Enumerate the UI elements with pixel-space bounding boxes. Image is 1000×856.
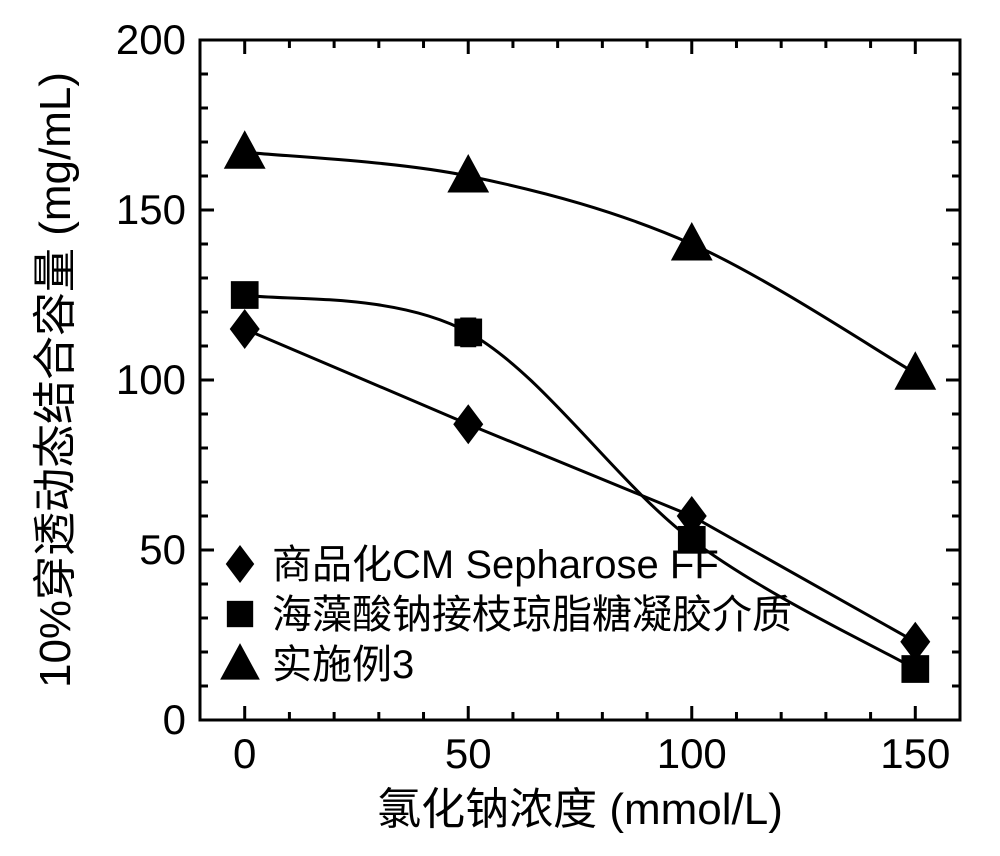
y-tick-label: 50 — [139, 526, 186, 573]
x-tick-label: 50 — [445, 730, 492, 777]
legend: 商品化CM Sepharose FF 海藻酸钠接枝琼脂糖凝胶介质实施例3 — [220, 543, 792, 687]
y-tick-label: 200 — [116, 16, 186, 63]
x-axis-title: 氯化钠浓度 (mmol/L) — [377, 785, 783, 834]
legend-label-0: 商品化CM Sepharose FF — [272, 543, 719, 587]
x-tick-label: 0 — [233, 730, 256, 777]
y-axis-title: 10%穿透动态结合容量 (mg/mL) — [31, 72, 80, 688]
legend-label-2: 实施例3 — [272, 643, 414, 687]
legend-label-1: 海藻酸钠接枝琼脂糖凝胶介质 — [272, 593, 792, 637]
series-2 — [224, 130, 936, 390]
chart-root: 0 50 100 150 0 50 100 150 200 氯化钠浓度 (mmol/L) 10%穿透… — [31, 16, 960, 834]
y-tick-label: 150 — [116, 186, 186, 233]
y-tick-label: 100 — [116, 356, 186, 403]
x-tick-label: 150 — [880, 730, 950, 777]
chart-svg: 0 50 100 150 0 50 100 150 200 氯化钠浓度 (mmol/L) 10%穿透… — [0, 0, 1000, 856]
x-tick-label: 100 — [657, 730, 727, 777]
y-tick-label: 0 — [163, 696, 186, 743]
